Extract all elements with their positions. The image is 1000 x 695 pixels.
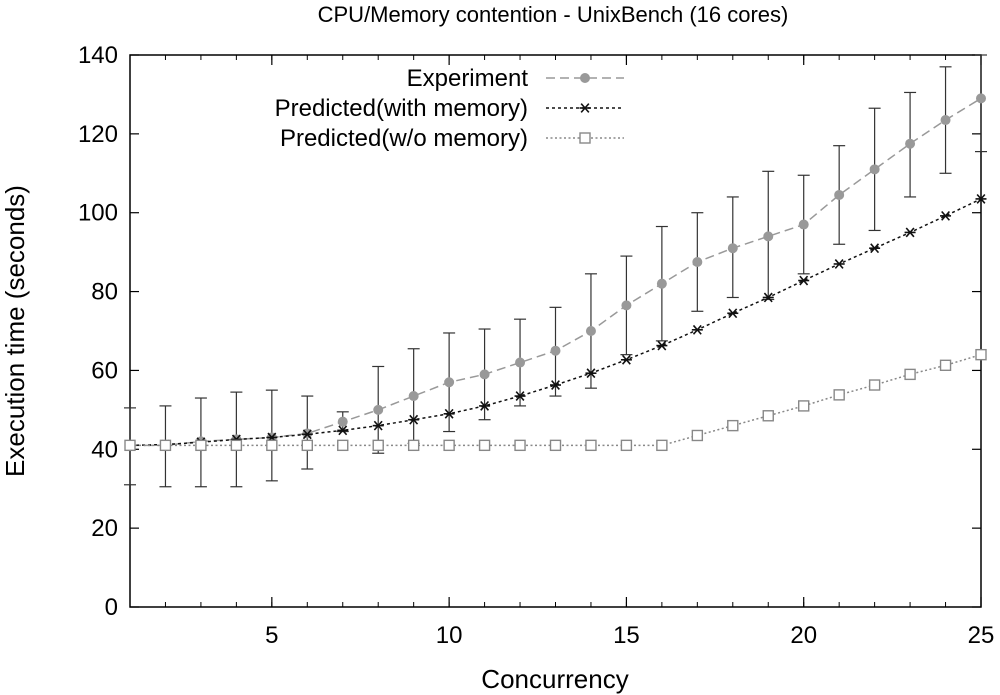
series-point <box>580 73 590 83</box>
series-point <box>975 193 987 204</box>
x-tick-label: 25 <box>968 622 995 649</box>
series-markers-asterisk <box>124 193 987 451</box>
y-tick-label: 100 <box>78 200 118 227</box>
series-point <box>763 231 774 242</box>
series-point <box>407 439 420 452</box>
y-tick-label: 40 <box>91 436 118 463</box>
y-tick-label: 60 <box>91 357 118 384</box>
series-point <box>691 324 703 335</box>
series-point <box>656 439 668 452</box>
series-point <box>620 354 632 365</box>
y-tick-label: 0 <box>105 594 118 621</box>
series-point <box>514 391 526 401</box>
series-point <box>904 368 916 381</box>
chart-title: CPU/Memory contention - UnixBench (16 co… <box>318 2 789 27</box>
series-point <box>869 243 881 254</box>
series-point <box>620 439 633 452</box>
series-point <box>798 400 810 412</box>
series-point <box>408 414 420 425</box>
series-point <box>904 227 916 238</box>
series-point <box>833 259 845 269</box>
series-point <box>159 439 172 452</box>
series-point <box>444 377 455 388</box>
series-point <box>975 348 987 361</box>
y-tick-label: 120 <box>78 121 118 148</box>
series-point <box>834 189 845 200</box>
series-point <box>833 389 845 401</box>
series-point <box>762 410 774 422</box>
series-point <box>479 369 490 380</box>
series-point <box>585 368 597 379</box>
x-axis-label: Concurrency <box>481 664 628 694</box>
legend-label: Predicted(with memory) <box>275 95 528 122</box>
series-point <box>976 93 986 104</box>
series-point <box>124 439 136 452</box>
series-point <box>691 429 704 442</box>
series-point <box>762 292 774 303</box>
series-point <box>939 359 952 372</box>
series-point <box>373 404 384 415</box>
series-point <box>337 416 348 427</box>
series-point <box>585 326 596 336</box>
series-point <box>337 439 349 452</box>
series-point <box>479 400 491 411</box>
series-point <box>727 243 738 254</box>
series-point <box>905 138 916 149</box>
x-tick-label: 10 <box>436 622 463 649</box>
x-tick-label: 5 <box>265 622 278 649</box>
y-tick-label: 80 <box>91 279 118 306</box>
y-tick-label: 20 <box>91 515 118 542</box>
series-point <box>372 420 384 431</box>
series-markers-circle <box>125 93 986 451</box>
series-point <box>408 391 419 402</box>
legend: Experiment Predicted(with memory) Predicte… <box>275 65 624 152</box>
series-point <box>514 439 526 452</box>
series-point <box>692 257 703 267</box>
series-point <box>585 439 597 452</box>
y-axis-label: Execution time (seconds) <box>0 185 30 477</box>
series-point <box>579 103 591 113</box>
series-point <box>550 380 561 390</box>
series-point <box>798 275 810 286</box>
series-point <box>478 439 491 452</box>
y-tick-label: 140 <box>78 42 118 69</box>
series-point <box>656 278 667 289</box>
series-point <box>443 408 455 419</box>
legend-label: Predicted(w/o memory) <box>280 125 528 152</box>
series-point <box>940 210 952 221</box>
series-point <box>727 419 739 432</box>
axis-ticks: 0 20 40 60 80 100 120 140 5 10 15 20 25 <box>78 42 994 649</box>
series-point <box>515 357 526 368</box>
x-tick-label: 20 <box>790 622 817 649</box>
series-point <box>550 345 561 356</box>
error-bars <box>124 54 987 488</box>
series-point <box>443 439 455 452</box>
series-point <box>195 439 207 452</box>
series-markers <box>124 93 987 452</box>
series-point <box>869 164 880 175</box>
series-point <box>266 439 278 452</box>
series-point <box>727 308 739 319</box>
series-markers-square <box>124 348 987 452</box>
series-point <box>798 219 809 230</box>
series-point <box>656 340 668 351</box>
series-point <box>549 439 562 452</box>
series-point <box>621 300 632 311</box>
series-point <box>868 379 881 391</box>
series-point <box>301 429 313 440</box>
x-tick-label: 15 <box>613 622 640 649</box>
series-point <box>337 425 349 436</box>
series-point <box>940 115 951 126</box>
series-point <box>230 439 243 452</box>
legend-label: Experiment <box>407 65 529 92</box>
series-point <box>372 439 384 452</box>
series-point <box>301 439 313 452</box>
series-point <box>579 132 591 144</box>
